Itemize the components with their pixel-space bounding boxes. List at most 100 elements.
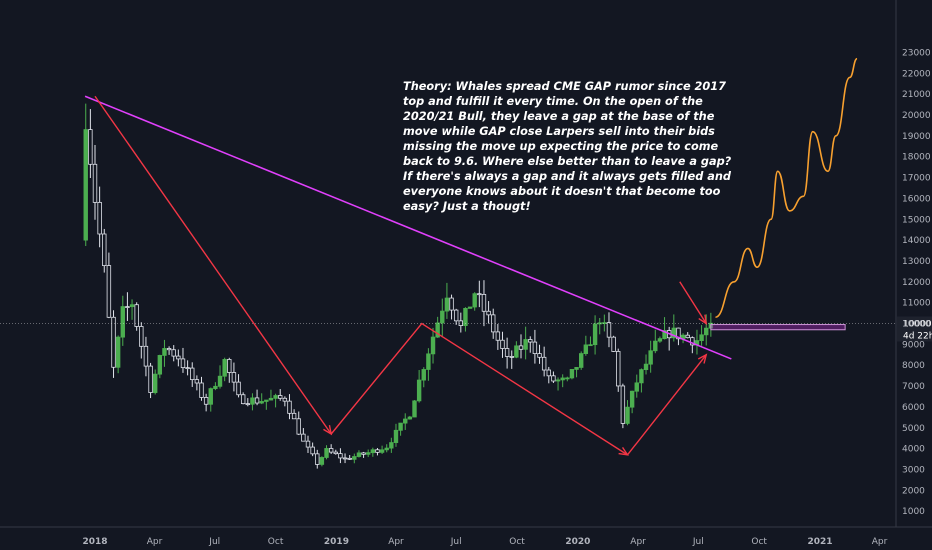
annotation-line: missing the move up expecting the price … (403, 140, 719, 153)
candle-body (361, 452, 366, 455)
candle-body (352, 456, 357, 460)
candle-body (444, 297, 450, 312)
candle-body (148, 365, 153, 393)
candle-body (333, 451, 338, 455)
candle-body (430, 336, 436, 355)
candle-body (83, 129, 88, 241)
y-tick-label: 5000 (902, 424, 925, 434)
candle-body (245, 403, 251, 406)
candle-body (620, 385, 626, 424)
candle-body (291, 412, 297, 420)
candle-body (514, 345, 519, 358)
candle-body (629, 390, 635, 408)
candle-body (250, 397, 255, 405)
candle-body (426, 353, 431, 370)
candle-body (171, 349, 176, 357)
annotation-line: everyone knows about it doesn't that bec… (403, 185, 721, 198)
y-tick-label: 10000 (902, 320, 931, 330)
candle-body (152, 373, 158, 393)
candle-body (268, 397, 274, 401)
annotation-line: back to 9.6. Where else better than to l… (403, 155, 732, 168)
candle-body (662, 330, 667, 340)
candle-body (282, 397, 288, 402)
candle-body (319, 457, 325, 465)
candle-body (139, 326, 144, 347)
x-tick-label: 2021 (807, 537, 832, 547)
y-tick-label: 11000 (902, 299, 931, 309)
candle-body (583, 344, 589, 354)
x-tick-label: Jul (450, 537, 462, 547)
candle-body (97, 201, 102, 235)
candle-body (463, 307, 468, 326)
candle-body (208, 388, 213, 405)
candle-body (254, 397, 260, 404)
candle-body (602, 322, 607, 324)
y-tick-label: 13000 (902, 257, 931, 267)
x-tick-label: Oct (509, 537, 525, 547)
candle-body (194, 379, 200, 384)
candle-body (180, 358, 186, 369)
x-tick-label: Jul (208, 537, 220, 547)
x-tick-label: Apr (630, 537, 646, 547)
candle-body (328, 448, 334, 453)
candle-body (676, 327, 681, 340)
candle-body (111, 316, 116, 368)
candle-body (389, 442, 394, 449)
candle-body (435, 322, 440, 338)
candle-body (467, 306, 473, 309)
candle-body (398, 422, 403, 431)
y-tick-label: 1000 (902, 507, 925, 517)
candle-body (379, 449, 385, 453)
candle-body (162, 348, 167, 356)
candle-body (690, 337, 695, 346)
y-tick-label: 19000 (902, 132, 931, 142)
y-tick-label: 18000 (902, 153, 931, 163)
y-tick-label: 20000 (902, 111, 931, 121)
candle-body (259, 401, 264, 404)
candle-body (120, 306, 125, 338)
candle-body (616, 351, 621, 387)
candle-body (518, 345, 524, 350)
candle-body (421, 369, 426, 381)
candle-body (440, 310, 445, 324)
candle-body (157, 355, 163, 375)
candle-body (222, 359, 227, 377)
candle-body (453, 309, 459, 322)
candle-body (685, 334, 690, 339)
x-tick-label: 2020 (565, 537, 590, 547)
candle-body (592, 323, 598, 346)
candle-body (416, 379, 422, 402)
candle-body (671, 327, 677, 339)
candle-body (134, 304, 139, 327)
candle-body (555, 379, 561, 382)
candle-body (305, 440, 311, 448)
candle-body (532, 341, 538, 355)
x-tick-label: Apr (872, 537, 888, 547)
candle-body (634, 382, 639, 392)
candle-body (301, 433, 306, 442)
candle-body (412, 400, 417, 418)
y-tick-label: 2000 (902, 486, 925, 496)
annotation-line: Theory: Whales spread CME GAP rumor sinc… (403, 80, 726, 93)
price-axis[interactable]: 1000 2000 3000 4000 5000 6000 7000 8000 9000 1000… (902, 48, 931, 517)
red-arrow-line (626, 354, 707, 456)
y-tick-label: 4000 (902, 445, 925, 455)
descending-trendline (84, 95, 732, 360)
candle-body (403, 418, 408, 424)
y-tick-label: 9000 (902, 340, 925, 350)
candle-body (648, 350, 653, 365)
candle-body (509, 356, 514, 358)
candle-body (639, 369, 644, 384)
time-axis[interactable]: 2018 Apr Jul Oct 2019 Apr Jul Oct 2020 Apr Jul Oct 2… (82, 537, 887, 547)
red-arrowhead (698, 314, 708, 325)
candle-body (569, 369, 575, 379)
candle-body (240, 394, 246, 405)
candle-body (477, 293, 482, 296)
candle-body (227, 359, 232, 373)
candle-body (213, 385, 218, 390)
red-arrowhead (697, 353, 708, 364)
candle-body (310, 446, 315, 455)
x-tick-label: Oct (751, 537, 767, 547)
red-arrow-line (679, 281, 707, 324)
